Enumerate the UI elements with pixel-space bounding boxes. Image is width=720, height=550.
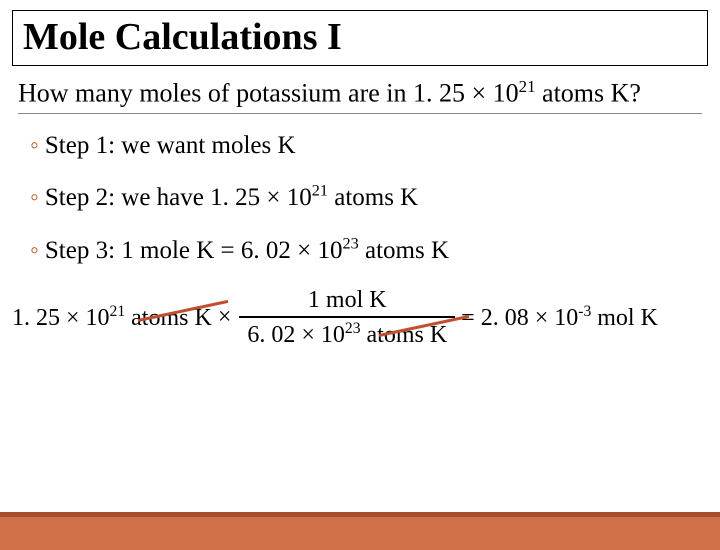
equation: 1. 25 × 1021 atoms K × 1 mol K 6. 02 × 1… — [12, 287, 708, 349]
fraction-line — [239, 316, 455, 318]
bullet-icon: ◦ — [30, 237, 39, 264]
steps-list: ◦Step 1: we want moles K ◦Step 2: we hav… — [30, 132, 690, 265]
title-box: Mole Calculations I — [12, 10, 708, 66]
footer-bar — [0, 512, 720, 550]
step-text: Step 1: we want moles K — [45, 132, 296, 159]
fraction-numerator: 1 mol K — [300, 287, 395, 314]
equation-left: 1. 25 × 1021 atoms K — [12, 303, 212, 332]
slide-title: Mole Calculations I — [23, 15, 697, 59]
bullet-icon: ◦ — [30, 184, 39, 211]
times-symbol: × — [218, 304, 232, 331]
bullet-icon: ◦ — [30, 132, 39, 159]
step-item: ◦Step 2: we have 1. 25 × 1021 atoms K — [30, 182, 690, 212]
question-text: How many moles of potassium are in 1. 25… — [18, 76, 702, 114]
step-text: Step 3: 1 mole K = 6. 02 × 1023 atoms K — [45, 237, 449, 264]
equation-result: = 2. 08 × 10-3 mol K — [461, 303, 658, 332]
step-text: Step 2: we have 1. 25 × 1021 atoms K — [45, 184, 418, 211]
fraction: 1 mol K 6. 02 × 1023 atoms K — [239, 287, 455, 349]
step-item: ◦Step 3: 1 mole K = 6. 02 × 1023 atoms K — [30, 234, 690, 264]
fraction-denominator: 6. 02 × 1023 atoms K — [239, 320, 455, 349]
step-item: ◦Step 1: we want moles K — [30, 132, 690, 160]
